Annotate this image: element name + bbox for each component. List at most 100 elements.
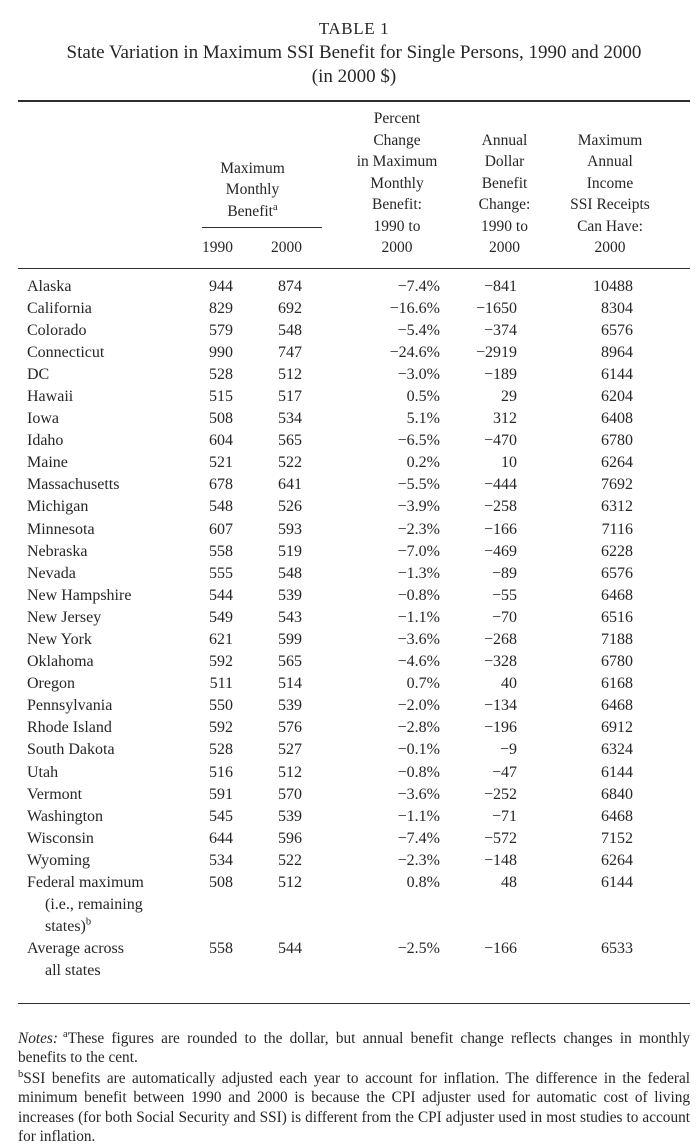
cell-max-income: 6468 <box>522 585 690 607</box>
cell-percent-change: −7.4% <box>307 268 445 298</box>
cell-benefit-1990: 516 <box>178 762 238 784</box>
cell-state: Oregon <box>18 673 178 695</box>
header-line: Maximum <box>578 130 643 152</box>
cell-state: Pennsylvania <box>18 695 178 717</box>
cell-percent-change: −2.5% <box>307 938 445 1003</box>
cell-benefit-1990: 990 <box>178 342 238 364</box>
cell-benefit-2000: 519 <box>238 541 307 563</box>
cell-state: Vermont <box>18 784 178 806</box>
cell-max-income: 8304 <box>522 298 690 320</box>
cell-state: DC <box>18 364 178 386</box>
cell-dollar-change: 48 <box>445 872 522 938</box>
header-line: in Maximum <box>357 151 438 173</box>
cell-max-income: 6324 <box>522 739 690 761</box>
header-line: Monthly <box>226 179 279 201</box>
cell-benefit-1990: 549 <box>178 607 238 629</box>
cell-dollar-change: −189 <box>445 364 522 386</box>
table-number: TABLE 1 <box>18 17 690 41</box>
cell-percent-change: −6.5% <box>307 430 445 452</box>
cell-benefit-1990: 592 <box>178 651 238 673</box>
cell-state: Massachusetts <box>18 474 178 496</box>
cell-dollar-change: −374 <box>445 320 522 342</box>
cell-percent-change: −3.9% <box>307 496 445 518</box>
header-line: Can Have: <box>577 216 643 238</box>
header-line: Benefita <box>227 201 277 223</box>
cell-benefit-2000: 512 <box>238 364 307 386</box>
cell-benefit-2000: 522 <box>238 452 307 474</box>
cell-benefit-2000: 641 <box>238 474 307 496</box>
cell-state: South Dakota <box>18 739 178 761</box>
cell-max-income: 6912 <box>522 717 690 739</box>
cell-benefit-2000: 543 <box>238 607 307 629</box>
header-line: Change: <box>479 194 531 216</box>
header-years-row: 1990 2000 <box>178 237 307 259</box>
cell-max-income: 6576 <box>522 320 690 342</box>
cell-max-income: 6204 <box>522 386 690 408</box>
cell-dollar-change: 29 <box>445 386 522 408</box>
cell-max-income: 6840 <box>522 784 690 806</box>
cell-percent-change: −3.6% <box>307 629 445 651</box>
cell-dollar-change: 312 <box>445 408 522 430</box>
cell-benefit-2000: 565 <box>238 651 307 673</box>
cell-benefit-1990: 678 <box>178 474 238 496</box>
cell-percent-change: −7.0% <box>307 541 445 563</box>
cell-max-income: 7692 <box>522 474 690 496</box>
cell-benefit-1990: 558 <box>178 541 238 563</box>
cell-percent-change: −4.6% <box>307 651 445 673</box>
cell-max-income: 6144 <box>522 762 690 784</box>
cell-percent-change: −2.3% <box>307 519 445 541</box>
cell-state: Minnesota <box>18 519 178 541</box>
cell-benefit-1990: 548 <box>178 496 238 518</box>
cell-benefit-2000: 548 <box>238 320 307 342</box>
cell-benefit-2000: 747 <box>238 342 307 364</box>
cell-max-income: 6533 <box>522 938 690 1003</box>
cell-percent-change: −1.1% <box>307 806 445 828</box>
cell-benefit-2000: 539 <box>238 806 307 828</box>
header-line: 1990 to <box>374 216 421 238</box>
cell-benefit-1990: 508 <box>178 872 238 938</box>
cell-benefit-2000: 539 <box>238 585 307 607</box>
cell-max-income: 7152 <box>522 828 690 850</box>
cell-percent-change: −0.8% <box>307 762 445 784</box>
cell-max-income: 7116 <box>522 519 690 541</box>
cell-max-income: 6264 <box>522 452 690 474</box>
cell-max-income: 6516 <box>522 607 690 629</box>
cell-percent-change: 0.5% <box>307 386 445 408</box>
cell-max-income: 6576 <box>522 563 690 585</box>
cell-benefit-1990: 591 <box>178 784 238 806</box>
cell-max-income: 6144 <box>522 364 690 386</box>
table-title: State Variation in Maximum SSI Benefit f… <box>18 41 690 65</box>
superscript-a: a <box>273 201 278 212</box>
cell-max-income: 7188 <box>522 629 690 651</box>
header-line: Change <box>373 130 420 152</box>
cell-dollar-change: −55 <box>445 585 522 607</box>
cell-dollar-change: −841 <box>445 268 522 298</box>
cell-percent-change: −24.6% <box>307 342 445 364</box>
cell-benefit-2000: 522 <box>238 850 307 872</box>
cell-benefit-2000: 512 <box>238 762 307 784</box>
header-line: 1990 to <box>481 216 528 238</box>
cell-benefit-1990: 592 <box>178 717 238 739</box>
cell-dollar-change: −328 <box>445 651 522 673</box>
cell-state: Idaho <box>18 430 178 452</box>
